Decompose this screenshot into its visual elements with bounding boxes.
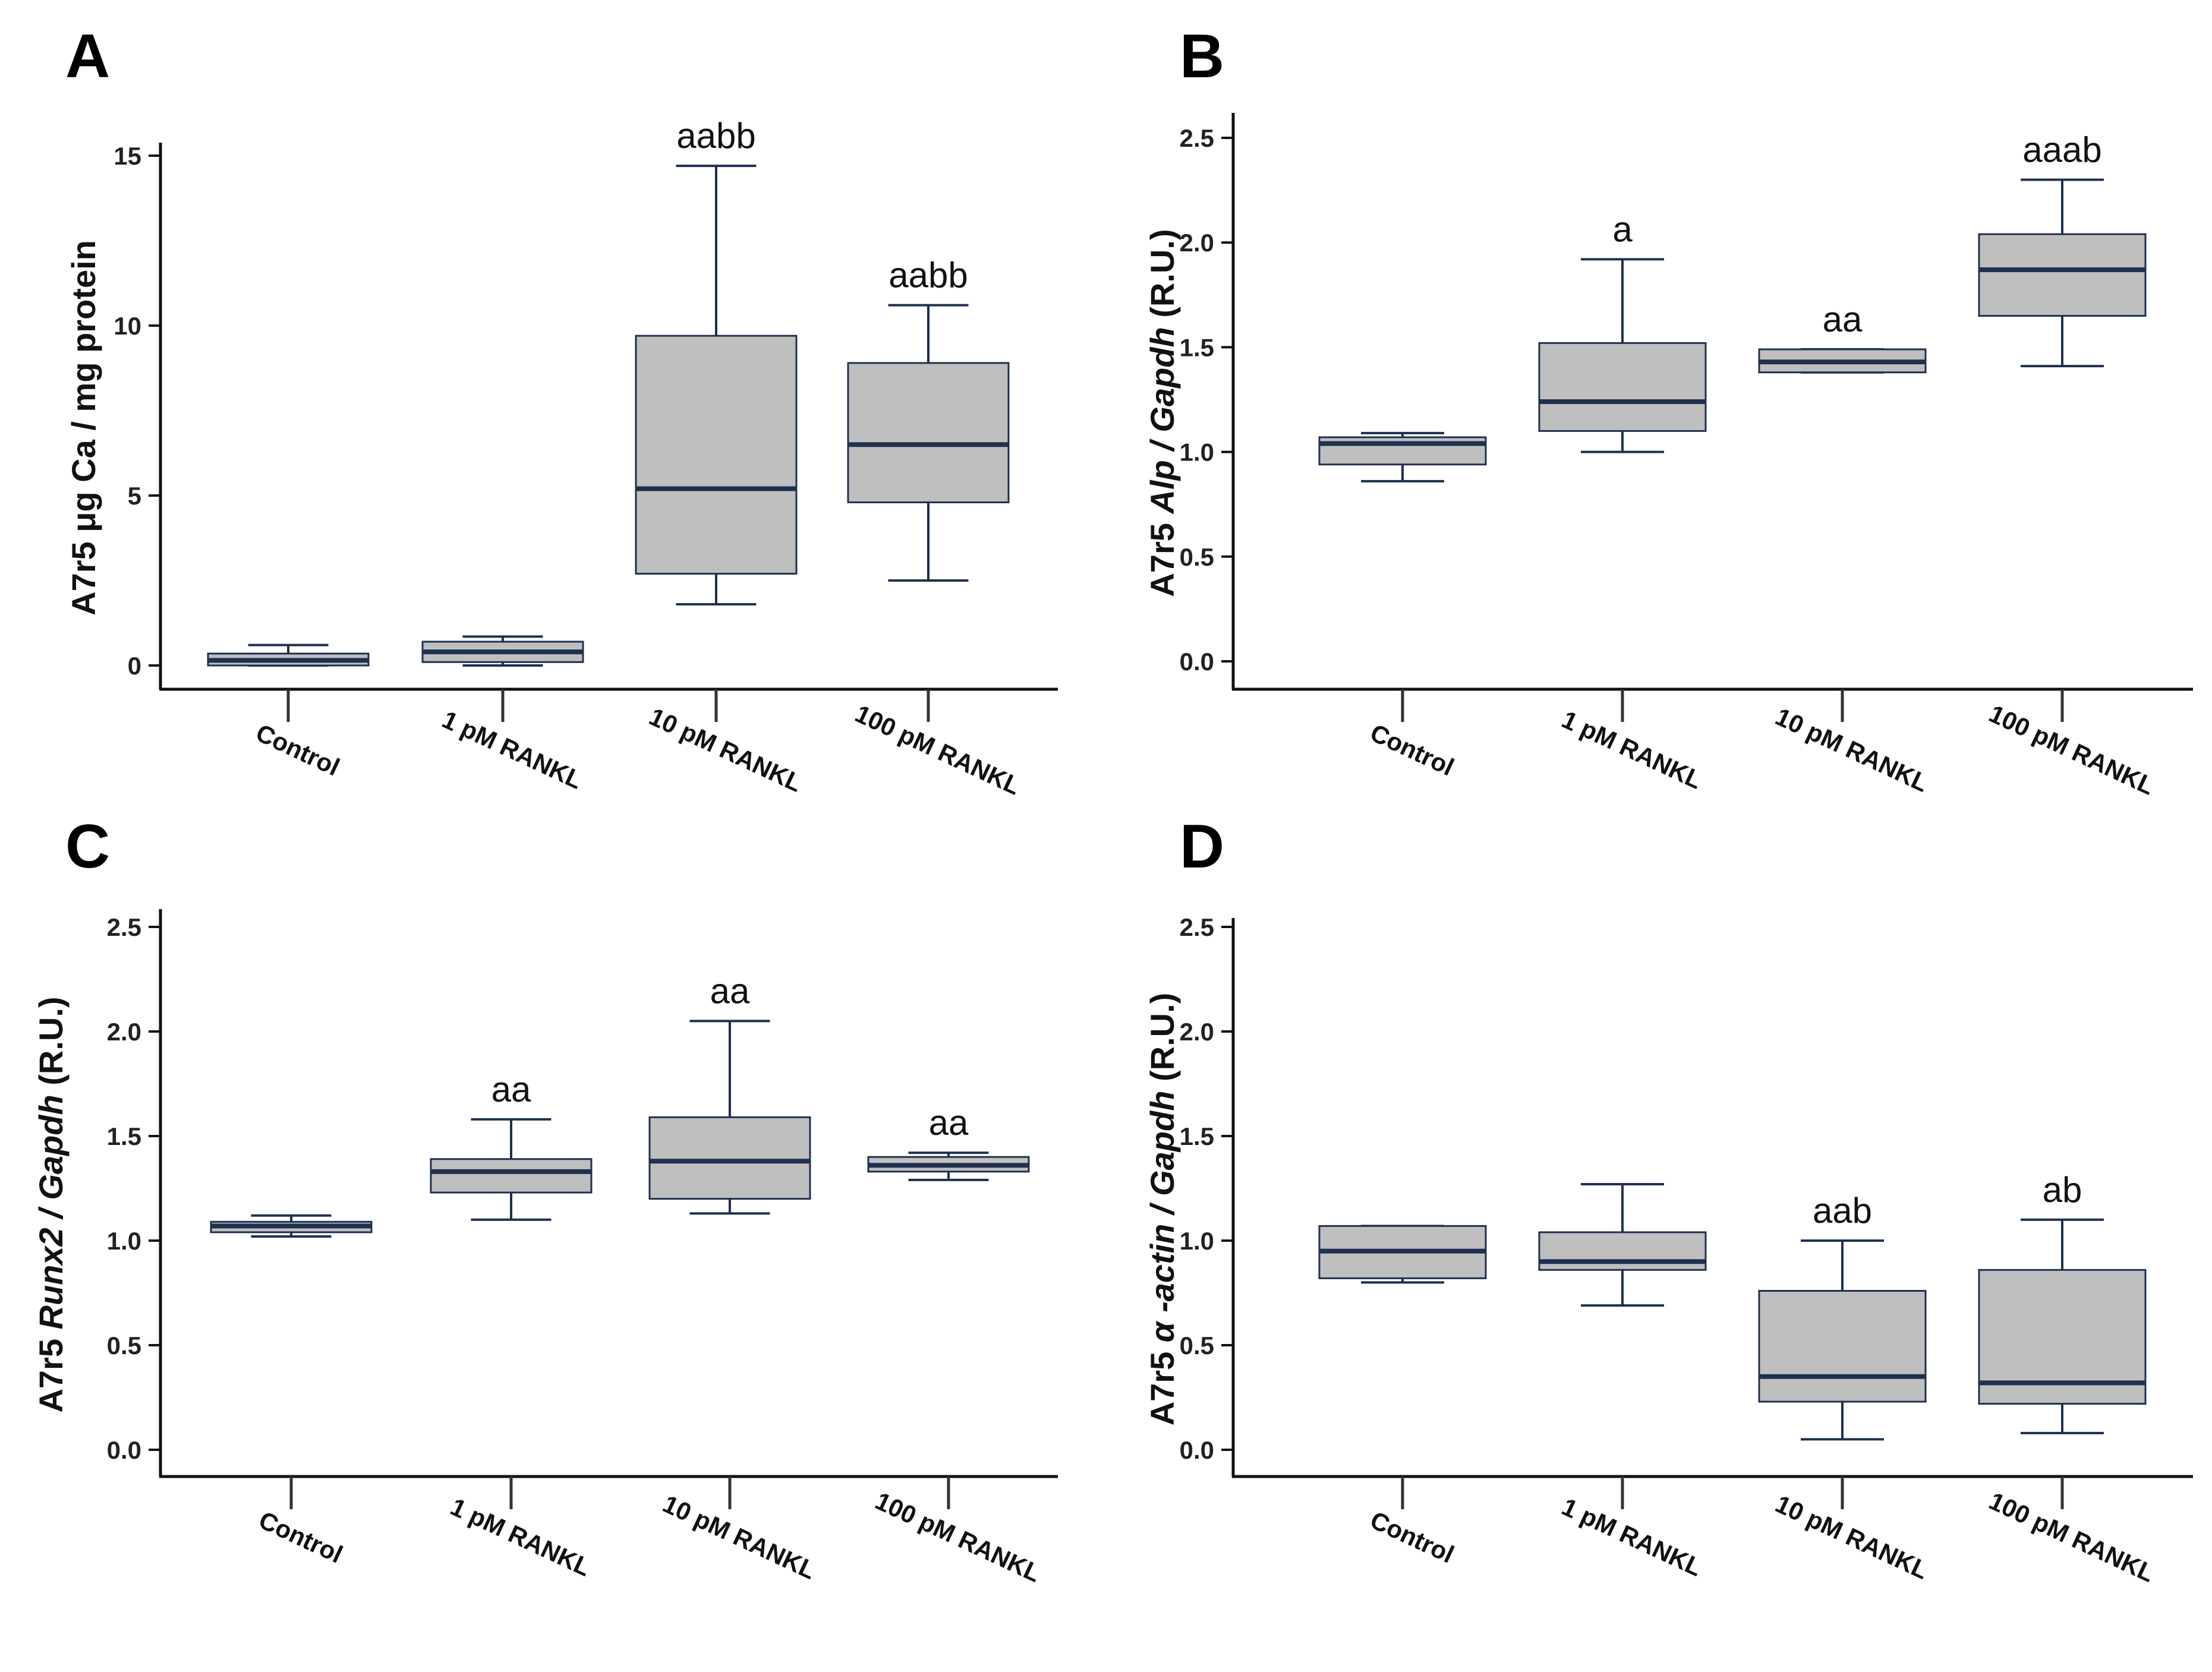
panel-letter: A [65, 22, 110, 91]
panel-letter: B [1180, 22, 1224, 91]
x-tick-label: 10 pM RANKL [1771, 1490, 1933, 1585]
x-tick-label: 100 pM RANKL [1985, 1487, 2159, 1588]
significance-label: aaab [2022, 130, 2101, 169]
chart-panel-b: B 0.0 0.5 1.0 1.5 2.0 2.5 A7r5 Alp / Gapdh (R.U… [1143, 22, 2193, 800]
x-tick-label: 1 pM RANKL [1558, 705, 1706, 794]
y-axis-label-part: Alp / Gapdh [1143, 327, 1181, 515]
box-iqr [847, 362, 1010, 503]
y-tick-label: 10 [114, 312, 141, 340]
significance-label: aa [710, 971, 750, 1011]
y-axis-label: A7r5 Alp / Gapdh (R.U.) [1143, 229, 1181, 597]
x-tick-label: 10 pM RANKL [658, 1490, 820, 1585]
y-tick-label: 15 [114, 142, 141, 170]
significance-label: aa [929, 1103, 969, 1143]
significance-label: aabb [676, 116, 755, 156]
panel-letter: C [65, 812, 110, 881]
significance-label: aa [1823, 299, 1863, 339]
x-tick-label: 1 pM RANKL [446, 1493, 595, 1582]
y-tick-label: 1.0 [1180, 1227, 1214, 1255]
x-tick-label: 1 pM RANKL [438, 705, 587, 794]
chart-panel-a: A 0 5 10 15 A7r5 μg Ca / mg protein Control 1 p… [65, 22, 1058, 800]
y-axis-label-part: Runx2 / Gapdh [32, 1094, 70, 1329]
y-tick-label: 5 [128, 482, 141, 510]
y-tick-label: 2.0 [1180, 1018, 1214, 1046]
y-tick-label: 0.5 [1180, 543, 1214, 571]
y-tick-label: 1.0 [107, 1227, 141, 1255]
y-axis-label-part: A7r5 μg Ca / mg protein [65, 240, 102, 616]
y-tick-label: 1.5 [107, 1122, 141, 1150]
y-tick-label: 2.5 [1180, 913, 1214, 941]
y-axis-label-part: A7r5 [1143, 513, 1181, 597]
x-tick-label: Control [255, 1506, 347, 1569]
significance-label: aab [1813, 1191, 1872, 1231]
y-axis-label: A7r5 α -actin / Gapdh (R.U.) [1143, 993, 1181, 1426]
y-tick-label: 0.0 [107, 1436, 141, 1464]
y-axis-label-part: (R.U.) [1143, 993, 1181, 1091]
y-tick-label: 0.0 [1180, 1436, 1214, 1464]
x-tick-label: Control [1366, 1506, 1458, 1569]
box-iqr [430, 1158, 593, 1194]
significance-label: ab [2043, 1170, 2082, 1210]
box-iqr [1978, 233, 2147, 317]
y-tick-label: 1.5 [1180, 1122, 1214, 1150]
x-tick-label: 100 pM RANKL [871, 1487, 1045, 1588]
x-tick-label: Control [1366, 718, 1458, 781]
y-tick-label: 0.5 [1180, 1332, 1214, 1359]
x-tick-label: 100 pM RANKL [851, 699, 1025, 800]
y-tick-label: 1.5 [1180, 333, 1214, 361]
x-tick-label: 10 pM RANKL [1771, 702, 1933, 797]
x-tick-label: Control [252, 718, 344, 781]
significance-label: aa [491, 1070, 531, 1109]
box-iqr [635, 335, 798, 575]
y-tick-label: 2.5 [1180, 124, 1214, 152]
chart-panel-d: D 0.0 0.5 1.0 1.5 2.0 2.5 A7r5 α -actin / Gapdh… [1143, 812, 2193, 1588]
chart-panel-c: C 0.0 0.5 1.0 1.5 2.0 2.5 A7r5 Runx2 / Gapdh (R… [32, 812, 1058, 1588]
y-axis-label-part: A7r5 [1143, 1342, 1181, 1425]
y-axis-label-part: (R.U.) [1143, 229, 1181, 327]
y-tick-label: 0.0 [1180, 648, 1214, 676]
y-tick-label: 2.5 [107, 913, 141, 941]
y-axis-label: A7r5 Runx2 / Gapdh (R.U.) [32, 996, 70, 1412]
x-tick-label: 1 pM RANKL [1558, 1493, 1706, 1582]
y-tick-label: 0 [128, 652, 141, 680]
box-iqr [1538, 1231, 1707, 1271]
significance-label: aabb [888, 255, 968, 295]
panel-letter: D [1180, 812, 1224, 881]
y-tick-label: 2.0 [1180, 229, 1214, 257]
x-tick-label: 100 pM RANKL [1985, 699, 2159, 800]
y-axis-label-part: A7r5 [32, 1329, 70, 1412]
x-tick-label: 10 pM RANKL [645, 702, 806, 797]
y-axis-label-part: (R.U.) [32, 996, 70, 1094]
y-tick-label: 2.0 [107, 1018, 141, 1046]
y-axis-label: A7r5 μg Ca / mg protein [65, 240, 102, 616]
y-axis-label-part: α -actin / Gapdh [1143, 1091, 1181, 1343]
y-tick-label: 0.5 [107, 1332, 141, 1359]
box-iqr [648, 1116, 811, 1200]
box-iqr [1538, 342, 1707, 432]
significance-label: a [1612, 209, 1633, 249]
box-iqr [1758, 1289, 1927, 1403]
y-tick-label: 1.0 [1180, 438, 1214, 466]
